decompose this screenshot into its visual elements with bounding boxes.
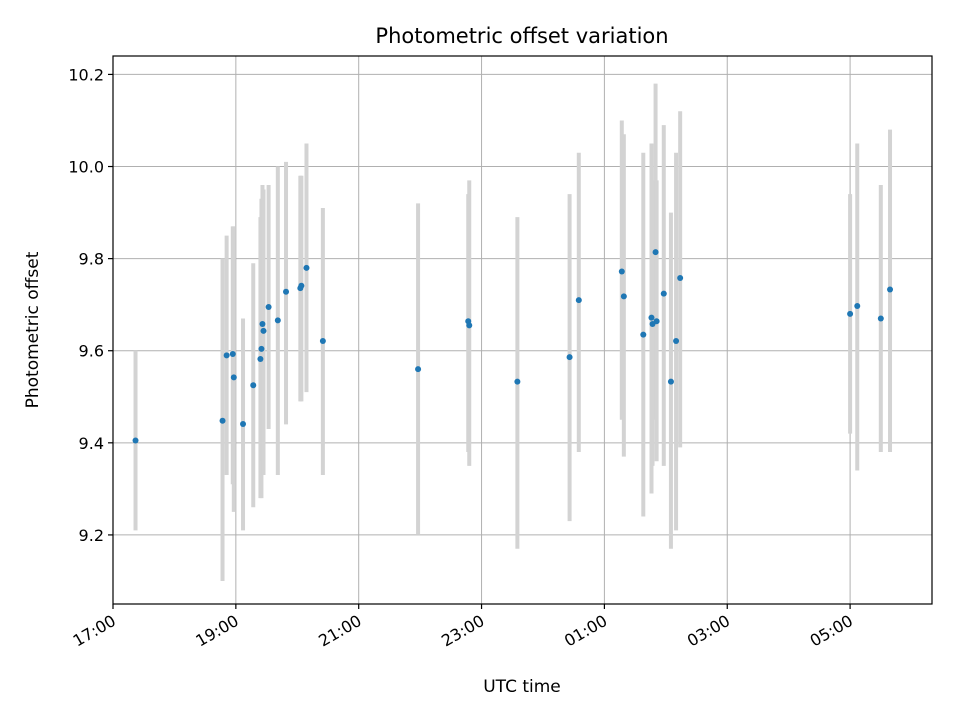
data-point <box>265 303 272 310</box>
data-point <box>229 350 236 357</box>
data-point <box>230 374 237 381</box>
data-point <box>466 322 473 329</box>
data-point <box>667 378 674 385</box>
data-point <box>847 310 854 317</box>
data-point <box>298 282 305 289</box>
y-tick-label: 9.4 <box>79 434 104 453</box>
data-point <box>250 382 257 389</box>
data-point <box>620 293 627 300</box>
y-tick-label: 9.8 <box>79 250 104 269</box>
data-points <box>132 249 894 444</box>
data-point <box>132 437 139 444</box>
data-point <box>618 268 625 275</box>
y-axis-label: Photometric offset <box>23 251 43 408</box>
y-tick-label: 10.2 <box>68 65 104 84</box>
y-axis-ticks: 9.2 9.4 9.6 9.8 10.0 10.2 <box>68 65 113 545</box>
data-point <box>415 366 422 373</box>
data-point <box>219 417 226 424</box>
y-tick-label: 9.2 <box>79 526 104 545</box>
data-point <box>259 321 266 328</box>
data-point <box>653 318 660 325</box>
y-tick-label: 9.6 <box>79 342 104 361</box>
data-point <box>223 352 230 359</box>
data-point <box>274 317 281 324</box>
chart-title: Photometric offset variation <box>375 24 668 48</box>
data-point <box>648 314 655 321</box>
data-point <box>258 345 265 352</box>
data-point <box>887 286 894 293</box>
data-point <box>319 338 326 345</box>
data-point <box>566 354 573 361</box>
data-point <box>260 327 267 334</box>
data-point <box>303 264 310 271</box>
x-axis-label: UTC time <box>483 677 561 697</box>
data-point <box>640 331 647 338</box>
data-point <box>677 274 684 281</box>
data-point <box>514 378 521 385</box>
plot-area <box>113 56 932 604</box>
data-point <box>660 290 667 297</box>
data-point <box>673 338 680 345</box>
data-point <box>652 249 659 256</box>
data-point <box>575 297 582 304</box>
data-point <box>283 288 290 295</box>
data-point <box>240 420 247 427</box>
plot-frame <box>112 55 933 605</box>
y-tick-label: 10.0 <box>68 158 104 177</box>
data-point <box>877 315 884 322</box>
data-point <box>854 303 861 310</box>
data-point <box>257 356 264 363</box>
